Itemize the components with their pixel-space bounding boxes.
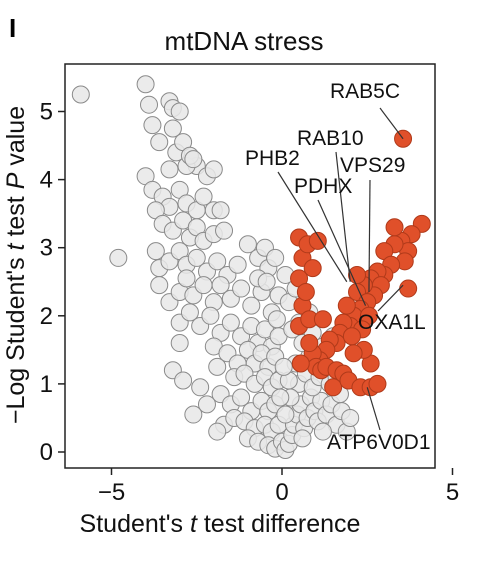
data-point-non-significant [257,272,276,291]
data-point-non-significant [211,276,230,295]
data-point-non-significant [170,102,189,121]
data-point-non-significant [174,371,193,390]
data-point-non-significant [187,248,206,267]
data-point-non-significant [191,378,210,397]
data-point-significant [308,231,327,250]
data-point-non-significant [293,429,312,448]
annotation-leader-line [317,199,367,306]
x-axis-label: Student's t test difference [80,510,361,538]
non-significant-points [71,75,360,459]
data-point-non-significant [109,248,128,267]
x-tick-label: 0 [275,479,288,506]
data-point-non-significant [146,242,165,261]
data-point-non-significant [221,313,240,332]
data-point-non-significant [184,405,203,424]
data-point-non-significant [143,116,162,135]
annotation-leader-line [277,171,348,283]
data-point-non-significant [211,201,230,220]
gene-label-atp6v0d1: ATP6V0D1 [327,431,431,454]
data-point-significant [324,378,343,397]
data-point-non-significant [228,255,247,274]
data-point-non-significant [267,310,286,329]
data-point-significant [399,279,418,298]
annotation-leader-line [379,107,404,140]
data-point-significant [303,259,322,278]
gene-labels: RAB5C RAB10 VPS29 PHB2 PDHX OXA1L ATP6V0D1 [245,80,431,454]
data-point-non-significant [204,160,223,179]
data-point-significant [296,282,315,301]
data-point-non-significant [177,269,196,288]
panel-letter: I [9,13,16,43]
data-point-non-significant [194,187,213,206]
data-point-non-significant [194,276,213,295]
data-point-non-significant [180,303,199,322]
data-point-non-significant [150,276,169,295]
chart-title: mtDNA stress [165,26,324,56]
data-point-non-significant [238,235,257,254]
annotation-leader-line [377,284,404,312]
annotation-leader-lines [277,107,404,431]
data-point-non-significant [136,75,155,94]
data-point-non-significant [274,357,293,376]
data-point-non-significant [266,248,285,267]
data-point-significant [368,374,387,393]
y-tick-label: 2 [40,303,53,330]
data-point-significant [337,296,356,315]
data-point-significant [300,334,319,353]
data-point-significant [348,265,367,284]
x-axis: −5 0 5 [98,468,459,506]
data-point-non-significant [232,388,251,407]
gene-label-vps29: VPS29 [340,154,405,177]
gene-label-rab5c: RAB5C [330,80,400,103]
gene-label-oxa1l: OXA1L [358,311,426,334]
data-point-significant [291,354,310,373]
data-point-non-significant [208,422,227,441]
y-tick-label: 3 [40,235,53,262]
data-point-non-significant [232,279,251,298]
x-tick-label: −5 [98,479,125,506]
data-point-non-significant [150,133,169,152]
y-axis-label: −Log Student's t test P value [2,106,30,424]
data-point-non-significant [170,334,189,353]
data-point-non-significant [341,408,360,427]
data-point-significant [313,310,332,329]
data-point-non-significant [201,306,220,325]
data-point-non-significant [208,252,227,271]
data-point-non-significant [160,160,179,179]
data-point-non-significant [215,221,234,240]
data-point-non-significant [71,85,90,104]
data-point-significant [342,327,361,346]
data-point-non-significant [140,95,159,114]
data-point-non-significant [208,357,227,376]
data-point-non-significant [313,422,332,441]
data-point-significant [385,218,404,237]
data-point-non-significant [276,405,295,424]
data-point-non-significant [184,150,203,169]
y-tick-label: 4 [40,167,53,194]
y-tick-label: 0 [40,439,53,466]
data-point-non-significant [163,119,182,138]
y-tick-label: 1 [40,371,53,398]
data-point-significant [344,344,363,363]
data-point-non-significant [271,388,290,407]
gene-label-pdhx: PDHX [294,175,352,198]
plot-area [64,63,436,469]
x-tick-label: 5 [446,479,459,506]
annotation-leader-line [368,179,371,292]
significant-points [290,129,431,397]
y-tick-label: 5 [40,99,53,126]
gene-label-rab10: RAB10 [297,127,364,150]
annotation-leader-line [335,151,351,282]
data-point-non-significant [242,296,261,315]
data-point-non-significant [197,395,216,414]
gene-label-phb2: PHB2 [245,147,300,170]
y-axis: 0 1 2 3 4 5 [40,99,65,466]
annotation-leader-line [366,387,381,431]
